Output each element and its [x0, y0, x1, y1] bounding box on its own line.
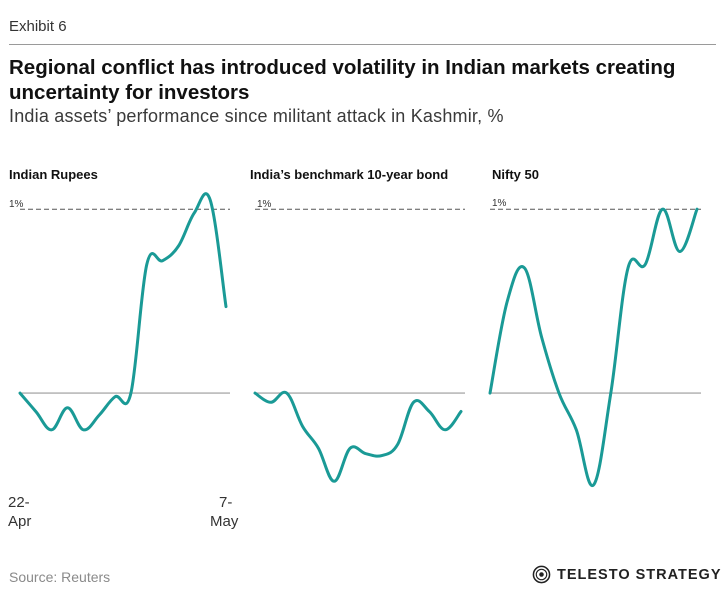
ref-label-rupees: 1%	[9, 199, 24, 210]
ref-label-nifty: 1%	[492, 198, 507, 209]
series-line-nifty	[488, 207, 699, 487]
x-start-label-line2: Apr	[8, 513, 32, 530]
x-start-label: 22- Apr	[8, 493, 31, 531]
chart-subtitle: India assets’ performance since militant…	[9, 106, 504, 126]
exhibit-label: Exhibit 6	[9, 18, 67, 35]
brand-logo: TELESTO STRATEGY	[532, 565, 722, 584]
series-line-rupees	[18, 192, 228, 432]
brand-name: TELESTO STRATEGY	[557, 566, 722, 583]
x-end-label-line1: 7-	[219, 494, 233, 511]
panel-title-nifty: Nifty 50	[492, 167, 539, 182]
series-line-bond	[253, 390, 463, 483]
source-note: Source: Reuters	[9, 569, 111, 585]
panel-title-bond: India’s benchmark 10-year bond	[250, 167, 449, 182]
x-end-label-line2: May	[210, 513, 239, 530]
chart-title: Regional conflict has introduced volatil…	[9, 56, 676, 104]
panel-title-rupees: Indian Rupees	[9, 167, 98, 182]
brand-mark-icon	[532, 565, 551, 584]
ref-label-bond: 1%	[257, 199, 272, 210]
x-end-label: 7- May	[210, 493, 238, 531]
x-start-label-line1: 22-	[8, 494, 30, 511]
top-divider	[9, 44, 716, 45]
